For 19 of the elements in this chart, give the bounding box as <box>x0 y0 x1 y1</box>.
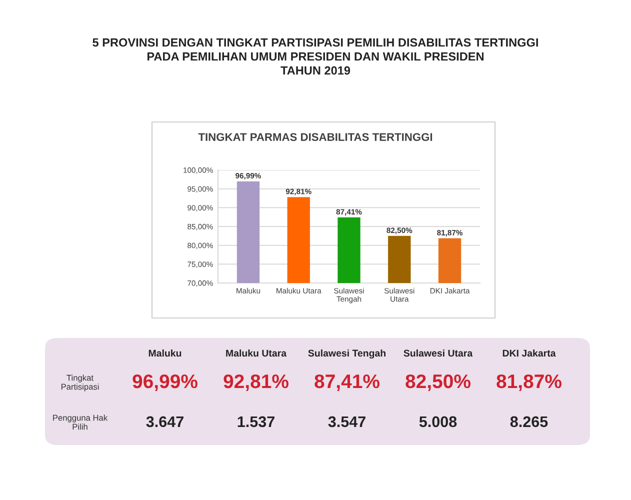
text: 5.008 <box>419 416 457 428</box>
category-label: Maluku <box>148 349 182 357</box>
text: 3.647 <box>146 416 184 428</box>
text: 81,87% <box>496 374 562 392</box>
text: 8.265 <box>510 416 548 428</box>
chart-subtitle: TINGKAT PARMAS DISABILITAS TERTINGGI <box>198 133 432 141</box>
text: 96,99% <box>132 374 198 392</box>
text: 87,41% <box>314 374 380 392</box>
text: 1.537 <box>238 416 274 428</box>
chart-title: 5 PROVINSI DENGAN TINGKAT PARTISIPASI PEMILIH DISABILITAS TERTINGGI PADA PEMILIHAN UMUM PRESIDEN DAN WAKIL PRESIDEN TAHUN 2019 <box>92 38 538 75</box>
category-label: Sulawesi Utara <box>404 349 473 357</box>
text: 92,81% <box>224 374 288 392</box>
category-label: Maluku Utara <box>226 349 287 357</box>
category-label: Sulawesi Tengah <box>308 349 386 359</box>
text: Pengguna Hak Pilih <box>53 414 108 430</box>
text: 3.547 <box>328 416 366 428</box>
text: Tingkat Partisipasi <box>61 374 99 392</box>
category-label: DKI Jakarta <box>502 349 556 357</box>
text: 82,50% <box>406 374 470 392</box>
